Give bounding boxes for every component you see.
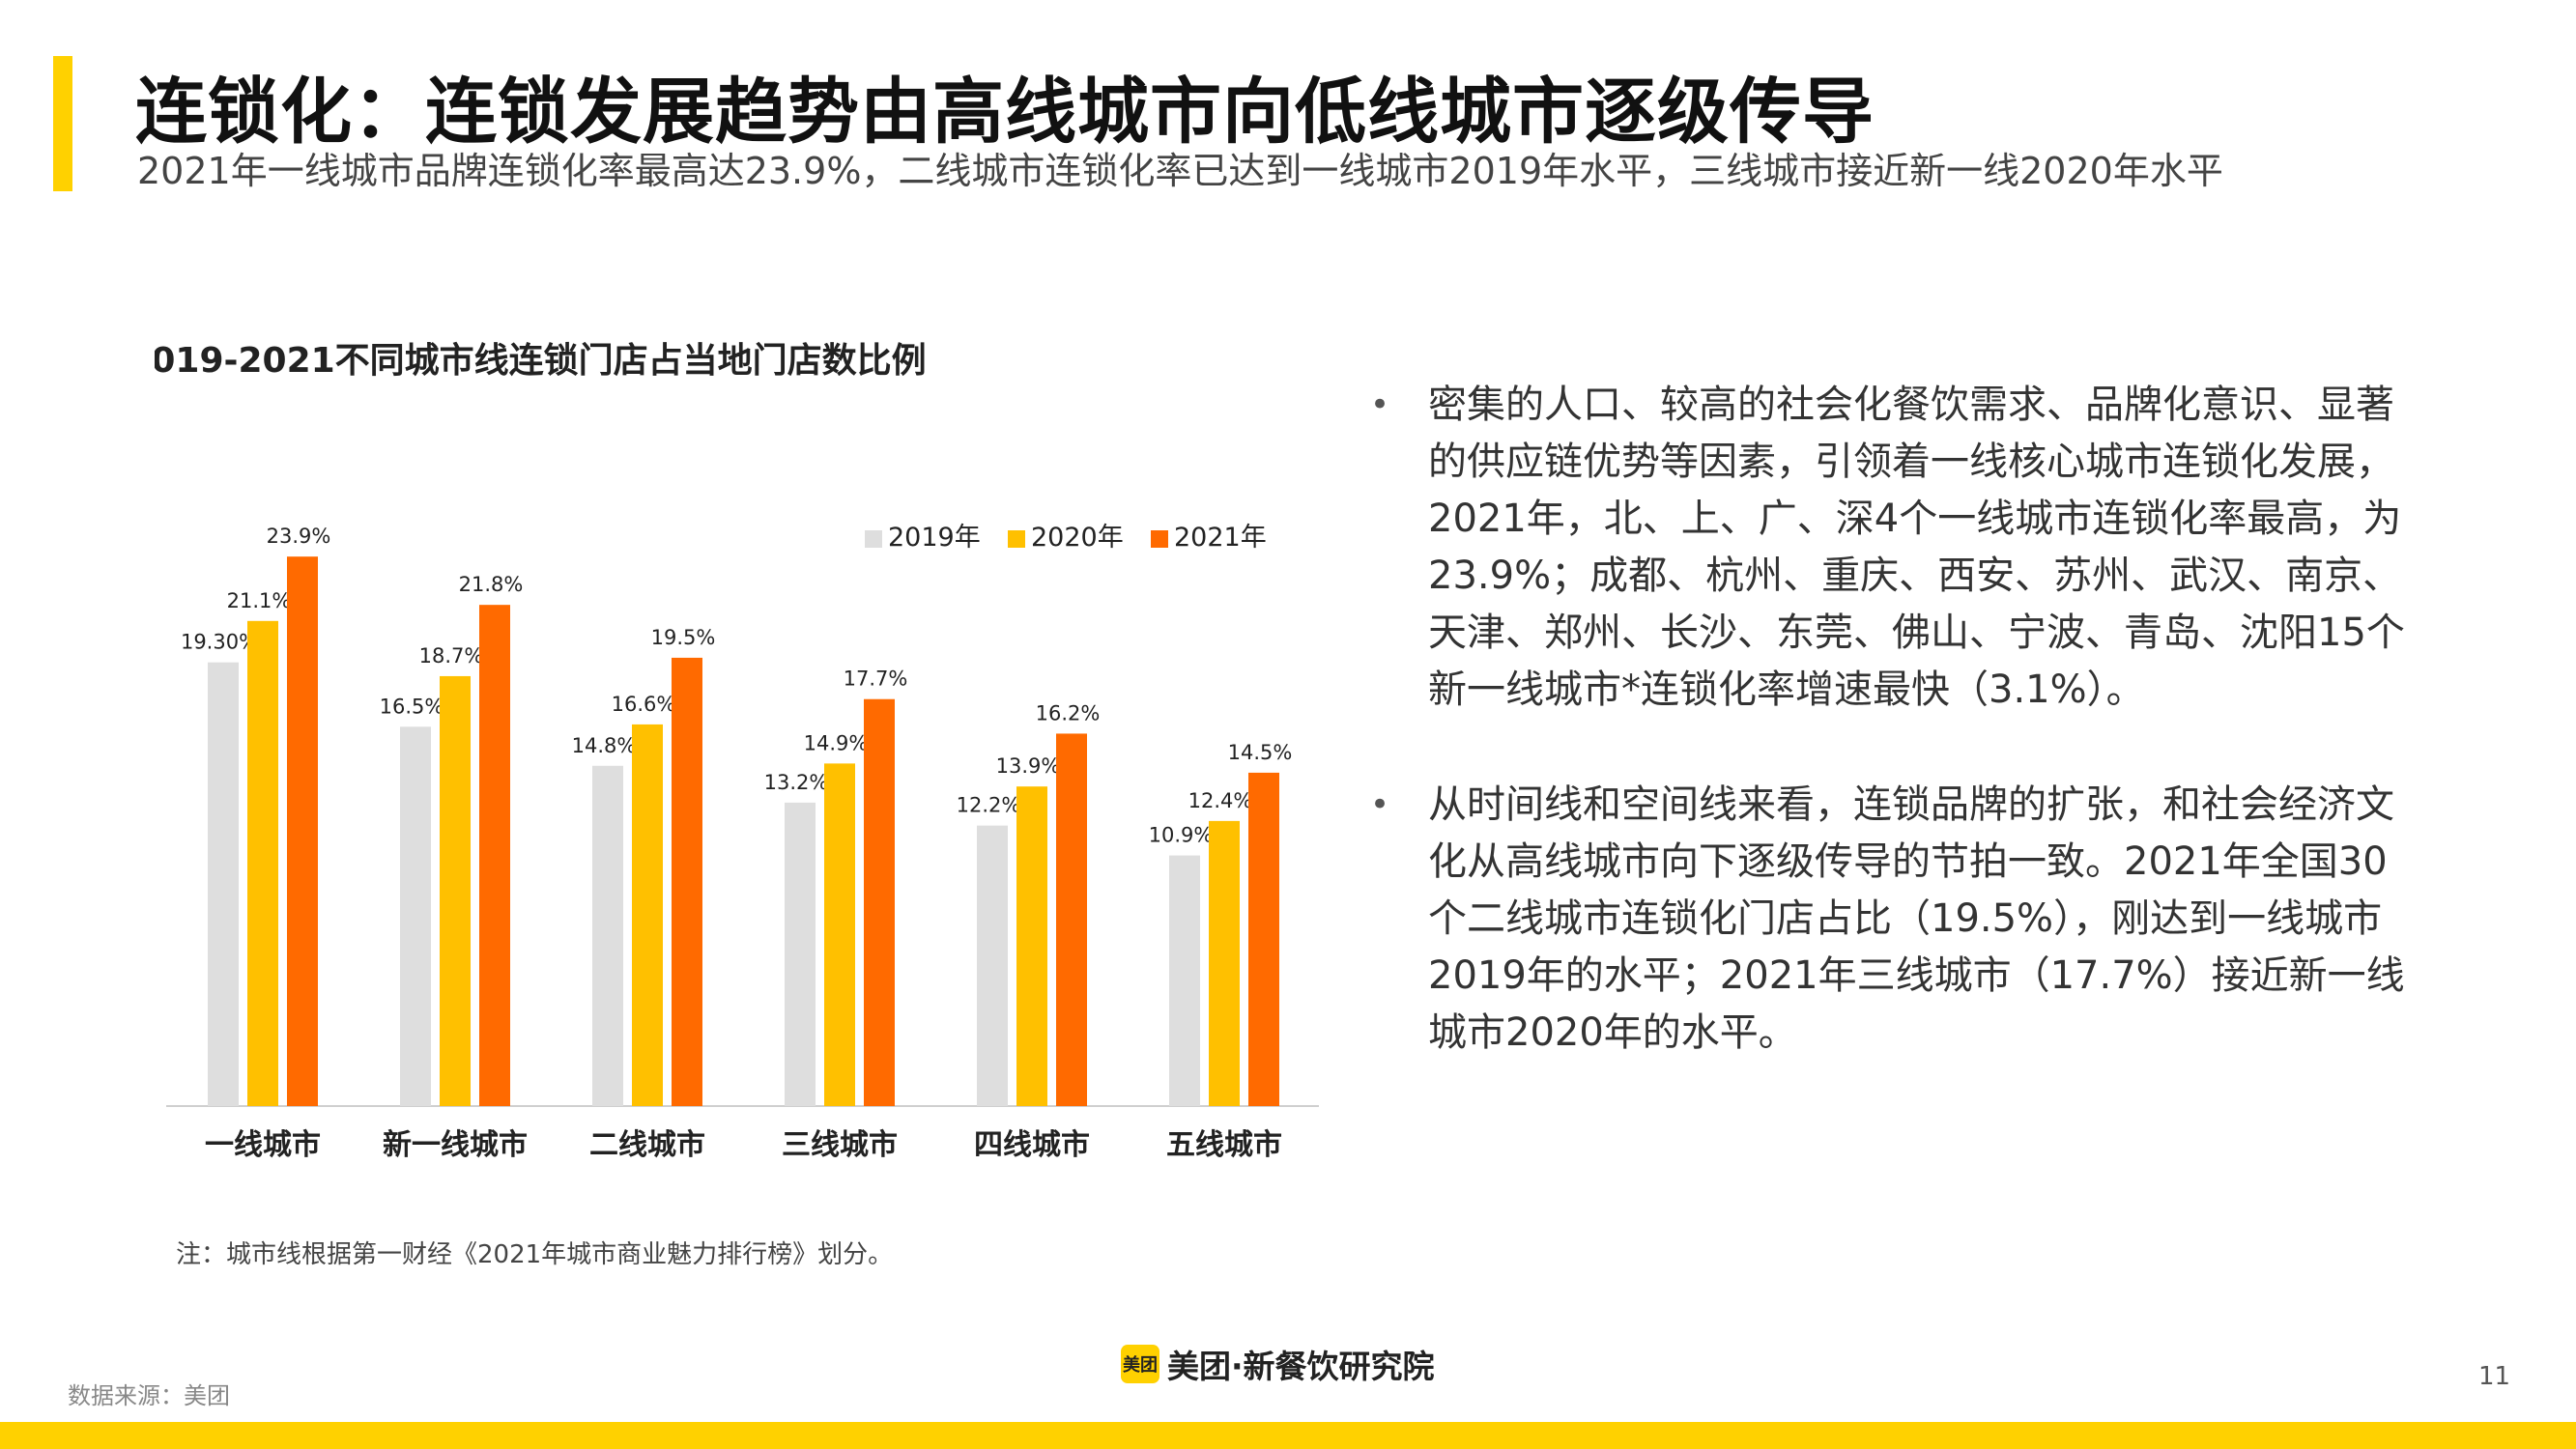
bar-chart: 2019-2021不同城市线连锁门店占当地门店数比例 19.30% 21.1% 23.… [155, 338, 1343, 1208]
bar-2020年-三线城市 [824, 763, 855, 1106]
bar-2019年-五线城市 [1169, 855, 1200, 1106]
x-tick-label: 二线城市 [589, 1128, 705, 1162]
data-label: 13.9% [996, 754, 1061, 778]
legend-label: 2021年 [1174, 523, 1267, 553]
legend-label: 2019年 [888, 523, 981, 553]
bar-2020年-新一线城市 [440, 675, 471, 1106]
bar-2019年-四线城市 [977, 825, 1008, 1106]
data-label: 19.5% [651, 626, 716, 649]
data-label: 14.8% [572, 734, 637, 757]
x-tick-label: 一线城市 [205, 1128, 321, 1162]
legend-label: 2020年 [1031, 523, 1124, 553]
bar-2021年-新一线城市 [479, 605, 510, 1106]
data-label: 13.2% [764, 771, 829, 794]
bar-2019年-新一线城市 [400, 726, 431, 1106]
x-tick-label: 三线城市 [782, 1128, 898, 1162]
page-subtitle: 2021年一线城市品牌连锁化率最高达23.9%，二线城市连锁化率已达到一线城市2… [137, 150, 2223, 192]
data-label: 10.9% [1149, 824, 1214, 847]
data-source: 数据来源：美团 [68, 1382, 230, 1409]
chart-svg: 2019-2021不同城市线连锁门店占当地门店数比例 19.30% 21.1% 23.… [155, 341, 1319, 1162]
bar-2021年-三线城市 [864, 698, 895, 1106]
data-label: 19.30% [181, 631, 258, 654]
legend-swatch [1008, 530, 1025, 548]
bar-2020年-四线城市 [1016, 786, 1047, 1106]
data-label: 14.5% [1228, 741, 1293, 764]
data-label: 16.2% [1036, 701, 1101, 724]
bar-2021年-四线城市 [1056, 733, 1087, 1106]
brand: 美团 美团·新餐饮研究院 [1121, 1341, 1435, 1387]
data-label: 14.9% [804, 731, 869, 754]
bar-2020年-五线城市 [1209, 820, 1240, 1106]
chart-title: 2019-2021不同城市线连锁门店占当地门店数比例 [155, 341, 927, 381]
brand-name: 美团·新餐饮研究院 [1167, 1348, 1435, 1385]
insight-list: 密集的人口、较高的社会化餐饮需求、品牌化意识、显著的供应链优势等因素，引领着一线… [1353, 377, 2416, 1120]
page-title: 连锁化：连锁发展趋势由高线城市向低线城市逐级传导 [135, 71, 1875, 154]
bar-2019年-二线城市 [592, 765, 623, 1106]
footer-accent-bar [0, 1422, 2576, 1449]
legend-swatch [865, 530, 882, 548]
data-label: 12.2% [957, 794, 1021, 817]
data-label: 16.6% [612, 693, 676, 716]
bar-2021年-一线城市 [287, 556, 318, 1106]
data-label: 21.1% [227, 589, 292, 612]
x-tick-label: 四线城市 [974, 1128, 1090, 1162]
x-tick-label: 五线城市 [1166, 1128, 1282, 1162]
insight-item: 从时间线和空间线来看，连锁品牌的扩张，和社会经济文化从高线城市向下逐级传导的节拍… [1353, 777, 2416, 1062]
data-label: 16.5% [380, 695, 444, 718]
data-label: 23.9% [267, 525, 331, 548]
chart-note: 注：城市线根据第一财经《2021年城市商业魅力排行榜》划分。 [176, 1240, 894, 1269]
x-tick-label: 新一线城市 [383, 1128, 528, 1162]
title-accent-bar [53, 56, 72, 191]
bar-2019年-一线城市 [208, 662, 239, 1106]
bar-2020年-二线城市 [632, 724, 663, 1106]
insight-item: 密集的人口、较高的社会化餐饮需求、品牌化意识、显著的供应链优势等因素，引领着一线… [1353, 377, 2416, 719]
bar-2020年-一线城市 [247, 620, 278, 1106]
meituan-logo-icon: 美团 [1121, 1345, 1159, 1383]
legend-swatch [1151, 530, 1168, 548]
data-label: 12.4% [1188, 789, 1253, 812]
data-label: 21.8% [459, 573, 524, 596]
data-label: 17.7% [844, 668, 908, 691]
bar-2021年-五线城市 [1248, 772, 1279, 1106]
page-number: 11 [2478, 1362, 2511, 1391]
bar-2021年-二线城市 [672, 657, 702, 1106]
bar-2019年-三线城市 [785, 802, 816, 1106]
data-label: 18.7% [419, 644, 484, 668]
